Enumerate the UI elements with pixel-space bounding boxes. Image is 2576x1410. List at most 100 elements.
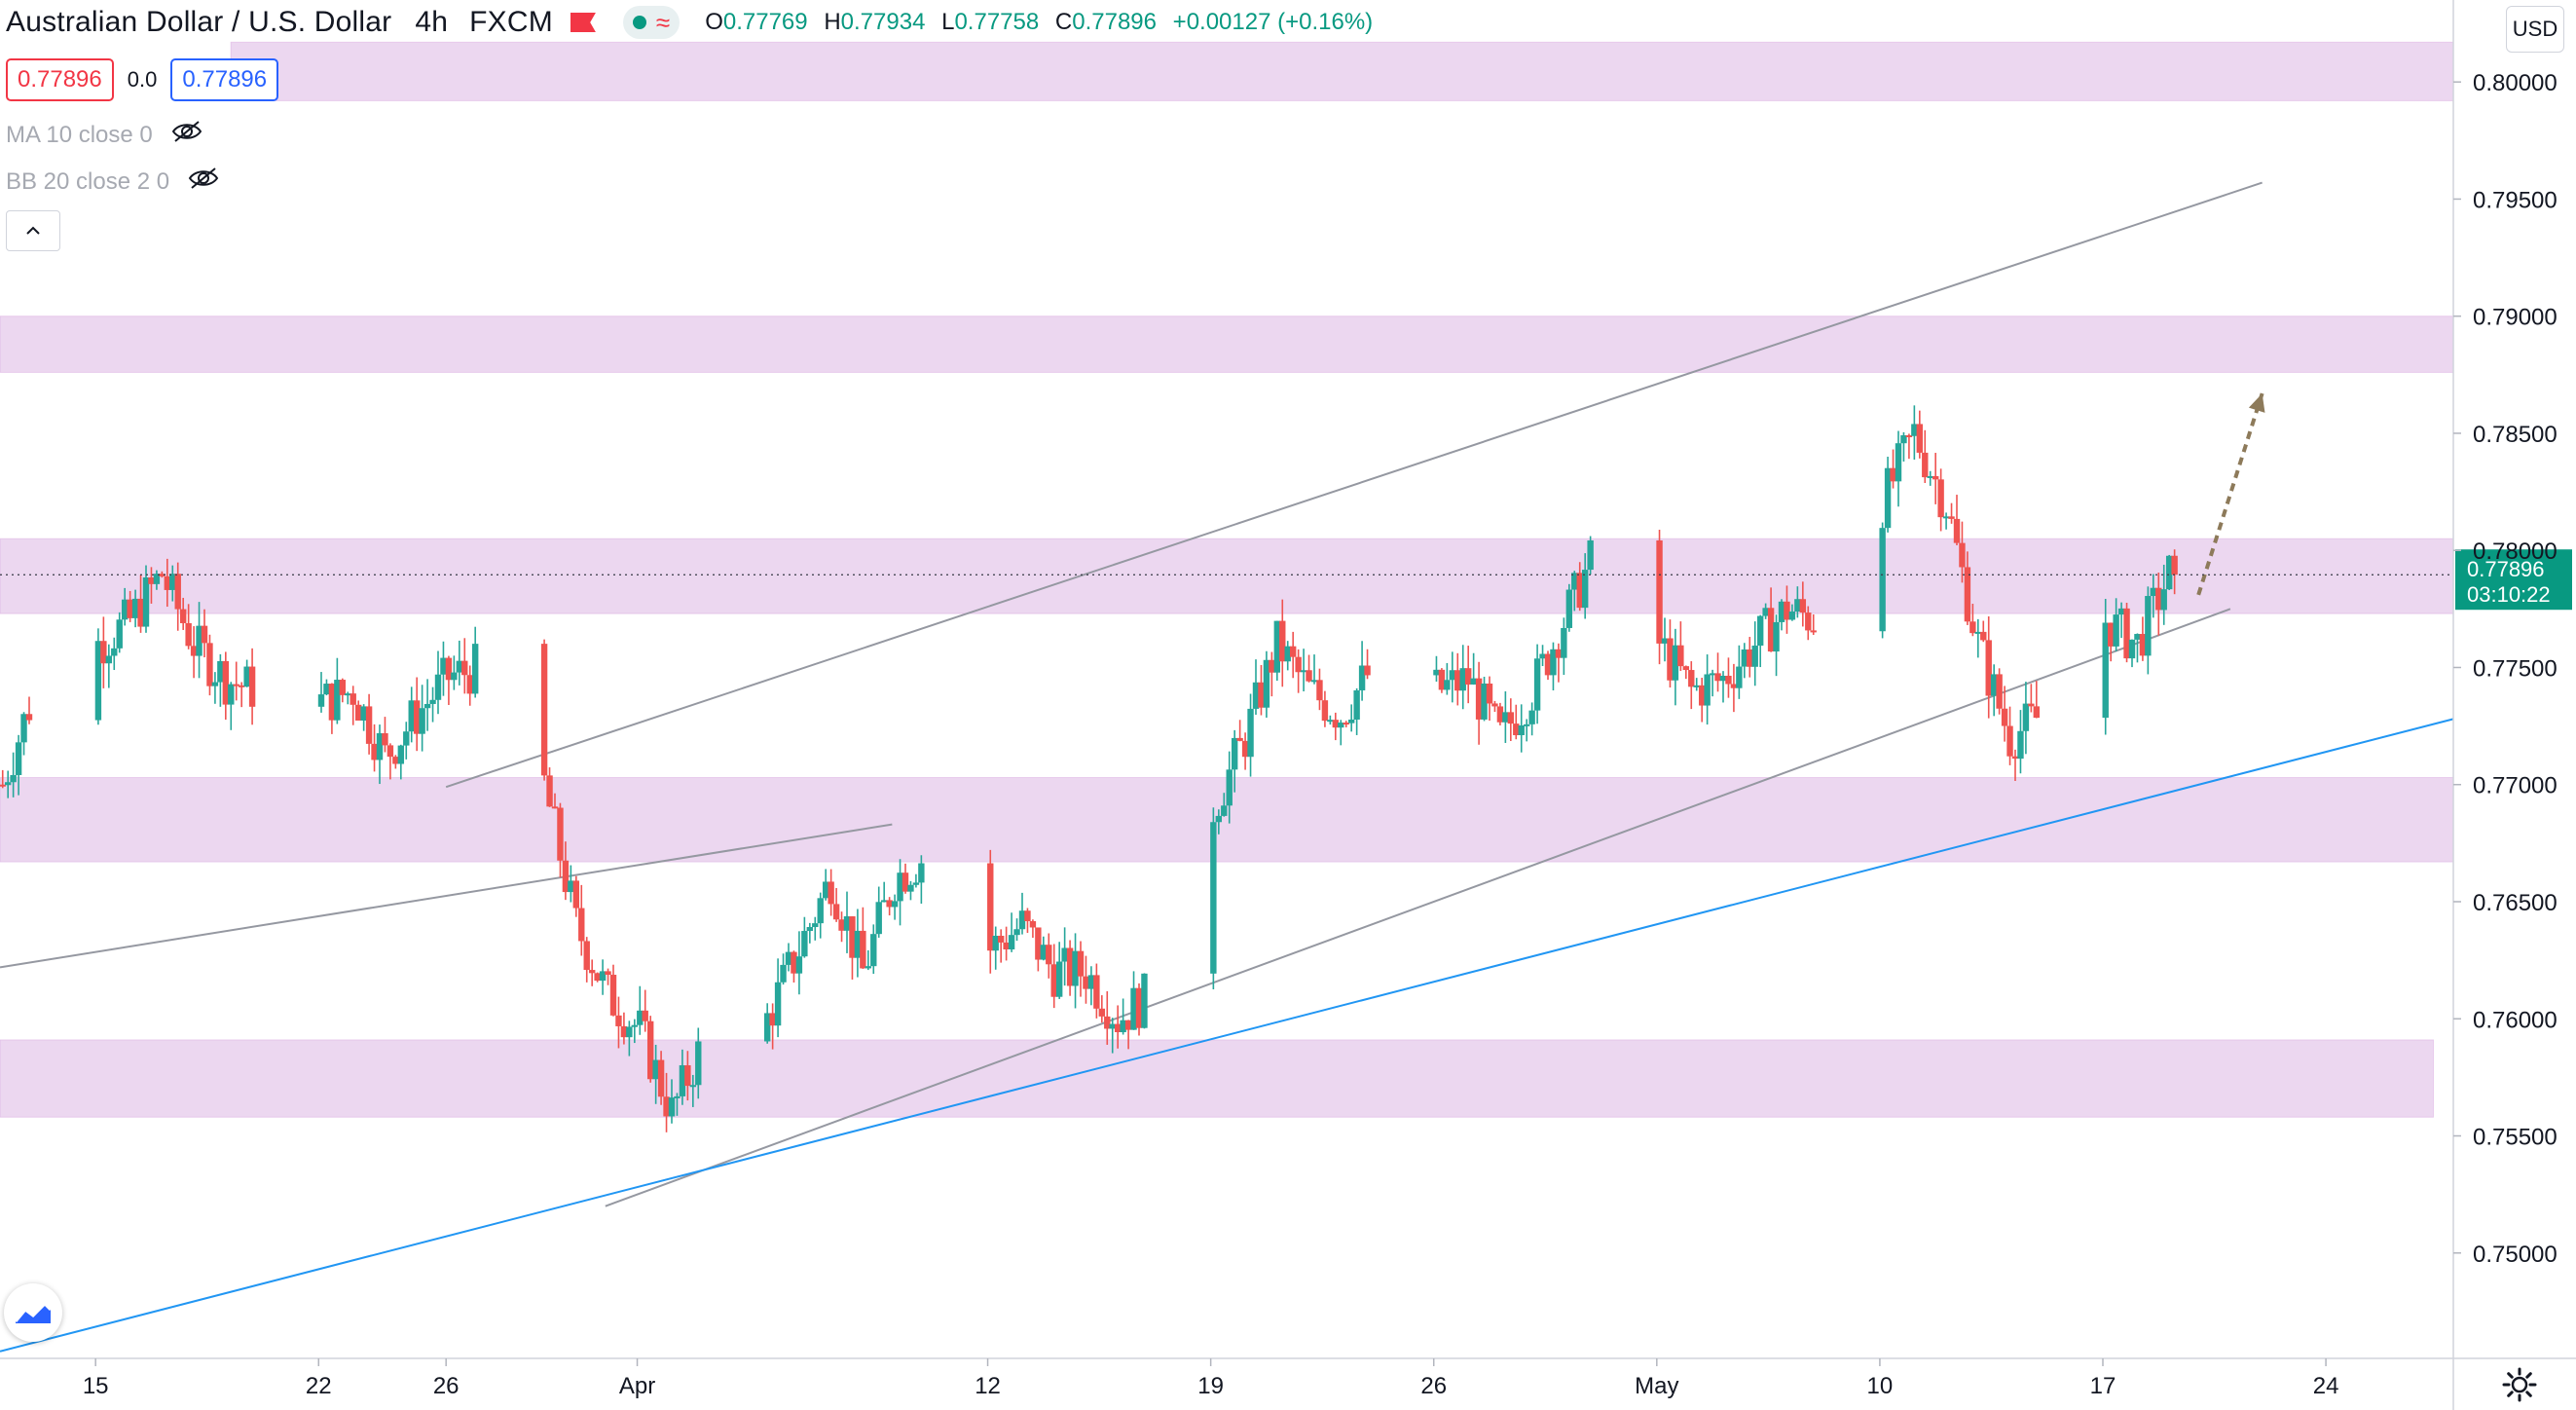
candle-body [791, 951, 797, 974]
price-tick-label: 0.78000 [2473, 538, 2558, 565]
price-tick-label: 0.80000 [2473, 70, 2558, 96]
candle-body [1974, 631, 1982, 634]
candle-body [1055, 961, 1063, 997]
indicator-bb[interactable]: BB 20 close 2 0 [6, 166, 220, 198]
candle-body [1444, 680, 1451, 690]
candle-body [201, 625, 208, 644]
eye-off-icon[interactable] [187, 166, 220, 198]
candle-body [1736, 666, 1743, 688]
candle [626, 1020, 633, 1057]
candle [1799, 581, 1807, 627]
candle [2102, 598, 2109, 735]
symbol-title[interactable]: Australian Dollar / U.S. Dollar [6, 6, 392, 38]
candle-body [2160, 589, 2167, 611]
candle-body [891, 901, 899, 908]
candle-body [551, 806, 559, 809]
price-tick-label: 0.79500 [2473, 187, 2558, 213]
candle [1013, 918, 1020, 942]
tradingview-logo-button[interactable] [4, 1283, 62, 1342]
candle [201, 609, 208, 658]
candle-body [785, 951, 792, 965]
collapse-legend-button[interactable] [6, 210, 60, 251]
candle-body [429, 699, 436, 704]
candle [1109, 1018, 1116, 1054]
flag-icon[interactable] [570, 13, 596, 32]
candle-body [1709, 673, 1716, 676]
currency-button[interactable]: USD [2506, 6, 2564, 53]
candle [594, 972, 601, 983]
candle-body [0, 784, 6, 787]
candle-body [1714, 673, 1721, 682]
candle [1120, 998, 1126, 1035]
ohlc-high-value: 0.77934 [840, 9, 926, 35]
zone-rect [230, 41, 2454, 101]
candle-body [376, 733, 384, 761]
buy-button[interactable]: 0.77896 [170, 58, 279, 101]
candle-body [1433, 669, 1440, 676]
candle-body [228, 684, 235, 705]
spread-value: 0.0 [127, 67, 158, 92]
candle [854, 909, 862, 978]
candle-body [1890, 467, 1896, 482]
candle [169, 565, 176, 602]
candle-body [1565, 589, 1573, 628]
sell-button[interactable]: 0.77896 [6, 58, 114, 101]
candle-body [164, 575, 171, 590]
candle [663, 1072, 670, 1132]
candle [817, 892, 824, 939]
candle [1055, 942, 1063, 999]
candle-body [440, 657, 447, 675]
candle [1937, 468, 1944, 532]
market-status-pill[interactable]: ≈ [622, 6, 681, 39]
candle-body [2033, 706, 2041, 719]
candle [25, 696, 33, 724]
candle [1295, 649, 1302, 693]
candle-body [2165, 555, 2173, 590]
candle [540, 639, 548, 781]
candle [2155, 573, 2162, 636]
candle-body [169, 574, 176, 590]
candle-body [1672, 645, 1679, 681]
candle [323, 679, 330, 696]
candle [992, 926, 999, 970]
eye-off-icon[interactable] [170, 119, 203, 151]
candle [1135, 983, 1143, 1036]
candle-body [1571, 573, 1578, 590]
candle [1730, 663, 1738, 713]
candle-body [1332, 720, 1340, 728]
candle [392, 755, 399, 769]
candle-body [1730, 684, 1738, 688]
candle-body [1693, 685, 1700, 687]
candle [1433, 655, 1440, 682]
candle [222, 651, 230, 721]
interval-label[interactable]: 4h [415, 6, 449, 38]
candle-body [2150, 587, 2157, 597]
candle-body [1226, 769, 1233, 806]
candle-body [860, 930, 866, 969]
candle-body [689, 1085, 697, 1088]
candle [360, 704, 367, 731]
candle [413, 677, 421, 752]
candle [1343, 721, 1349, 727]
candle [334, 657, 341, 724]
candle [1513, 704, 1520, 740]
candle [599, 959, 607, 995]
candle-body [1784, 601, 1790, 620]
candle-body [912, 882, 920, 885]
candle [1050, 944, 1057, 1009]
candle [1093, 963, 1100, 1019]
candle [2028, 684, 2035, 713]
candle [1773, 614, 1780, 677]
settings-button[interactable] [2500, 1365, 2539, 1404]
candle [1565, 583, 1573, 632]
candle-body [1295, 656, 1302, 673]
indicator-ma[interactable]: MA 10 close 0 [6, 119, 203, 151]
candle-body [408, 700, 415, 732]
candle [1980, 620, 1987, 643]
candle-body [1507, 712, 1515, 724]
candle [1364, 649, 1371, 680]
candle-body [1932, 475, 1939, 480]
candle-body [918, 863, 925, 883]
